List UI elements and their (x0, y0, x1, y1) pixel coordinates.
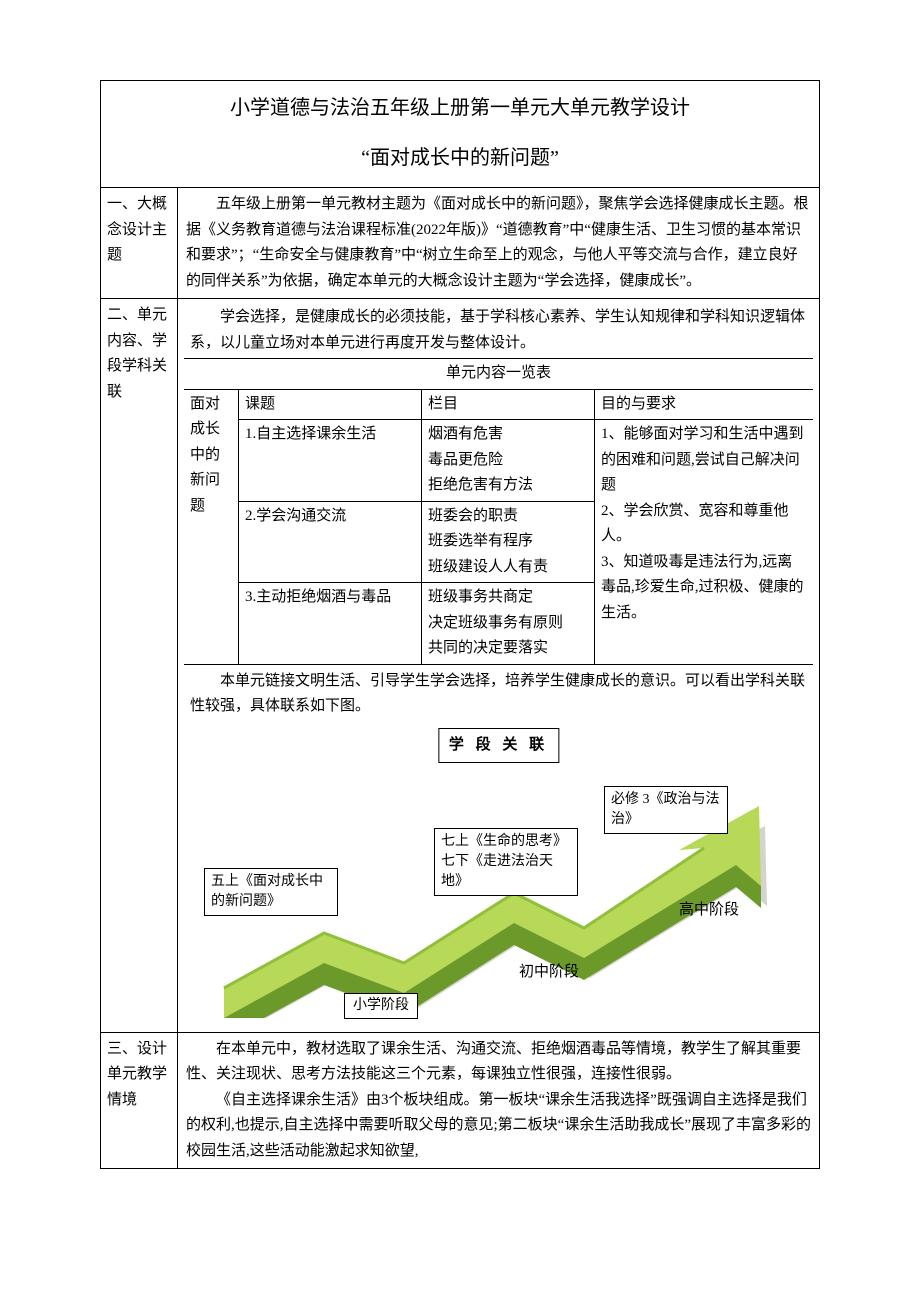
col-head-1: 课题 (239, 390, 422, 420)
section2-label: 二、单元内容、学段学科关联 (101, 299, 178, 1033)
diagram-heading: 学 段 关 联 (438, 728, 559, 764)
diagram-box-2: 七上《生命的思考》七下《走进法治天地》 (434, 828, 578, 897)
row2-c1: 2.学会沟通交流 (239, 501, 422, 583)
section3-p1: 在本单元中，教材选取了课余生活、沟通交流、拒绝烟酒毒品等情境，教学生了解其重要性… (184, 1037, 813, 1088)
unit-content-table: 面对成长中的新问题 课题 栏目 目的与要求 1.自主选择课余生活 烟酒有危害 毒… (184, 390, 813, 665)
doc-subtitle: “面对成长中的新问题” (101, 135, 820, 188)
row1-c1: 1.自主选择课余生活 (239, 420, 422, 502)
group-header: 面对成长中的新问题 (184, 390, 239, 665)
row2-c2: 班委会的职责 班委选举有程序 班级建设人人有责 (422, 501, 595, 583)
stage-1: 小学阶段 (344, 993, 418, 1019)
stage-diagram: 学 段 关 联 五上《面对成长中的新问题》 七上《生命的思考》七下《走进法治天地… (184, 728, 813, 1028)
doc-title: 小学道德与法治五年级上册第一单元大单元教学设计 (101, 81, 820, 136)
section1-label: 一、大概念设计主题 (101, 188, 178, 299)
row3-c1: 3.主动拒绝烟酒与毒品 (239, 583, 422, 665)
section1-body: 五年级上册第一单元教材主题为《面对成长中的新问题》，聚焦学会选择健康成长主题。根… (184, 192, 813, 294)
document-table: 小学道德与法治五年级上册第一单元大单元教学设计 “面对成长中的新问题” 一、大概… (100, 80, 820, 1169)
row1-c2: 烟酒有危害 毒品更危险 拒绝危害有方法 (422, 420, 595, 502)
col-head-2: 栏目 (422, 390, 595, 420)
section3-p2: 《自主选择课余生活》由3个板块组成。第一板块“课余生活我选择”既强调自主选择是我… (184, 1088, 813, 1165)
section2-after-table: 本单元链接文明生活、引导学生学会选择，培养学生健康成长的意识。可以看出学科关联性… (184, 665, 813, 720)
diagram-box-1: 五上《面对成长中的新问题》 (204, 868, 338, 917)
diagram-box-3: 必修 3《政治与法治》 (604, 786, 728, 835)
stage-3: 高中阶段 (679, 898, 739, 924)
section3-label: 三、设计单元教学情境 (101, 1032, 178, 1169)
col-head-3: 目的与要求 (595, 390, 814, 420)
row3-c2: 班级事务共商定 决定班级事务有原则 共同的决定要落实 (422, 583, 595, 665)
goals-cell: 1、能够面对学习和生活中遇到的困难和问题,尝试自己解决问题 2、学会欣赏、宽容和… (595, 420, 814, 665)
inner-table-caption: 单元内容一览表 (184, 358, 813, 390)
stage-2: 初中阶段 (519, 960, 579, 986)
section2-intro: 学会选择，是健康成长的必须技能，基于学科核心素养、学生认知规律和学科知识逻辑体系… (184, 303, 813, 358)
